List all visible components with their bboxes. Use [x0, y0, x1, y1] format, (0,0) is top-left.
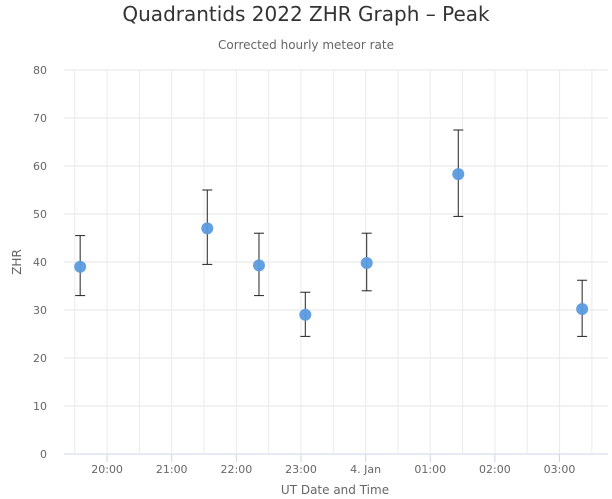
y-tick-label: 20: [33, 352, 47, 365]
y-tick-label: 30: [33, 304, 47, 317]
x-tick-label: 22:00: [221, 463, 253, 476]
y-tick-label: 50: [33, 208, 47, 221]
y-tick-label: 70: [33, 112, 47, 125]
data-points[interactable]: [74, 168, 589, 321]
x-axis-title: UT Date and Time: [281, 483, 389, 497]
x-tick-label: 02:00: [479, 463, 511, 476]
data-point[interactable]: [360, 256, 373, 269]
y-tick-label: 10: [33, 400, 47, 413]
y-axis-title: ZHR: [10, 249, 24, 275]
x-tick-label: 01:00: [414, 463, 446, 476]
y-tick-label: 60: [33, 160, 47, 173]
x-tick-label: 4. Jan: [350, 463, 381, 476]
x-tick-label: 21:00: [156, 463, 188, 476]
y-tick-label: 0: [40, 448, 47, 461]
chart-subtitle: Corrected hourly meteor rate: [218, 38, 394, 52]
grid-lines: [64, 69, 608, 455]
x-tick-label: 20:00: [91, 463, 123, 476]
error-bars: [75, 129, 588, 337]
data-point[interactable]: [74, 260, 87, 273]
x-tick-label: 03:00: [544, 463, 576, 476]
data-point[interactable]: [299, 308, 312, 321]
data-point[interactable]: [576, 303, 589, 316]
chart-title: Quadrantids 2022 ZHR Graph – Peak: [122, 2, 490, 26]
y-tick-label: 40: [33, 256, 47, 269]
y-axis-ticks: 0 10 20 30 40 50 60 70 80: [33, 64, 47, 461]
x-axis-ticks: 20:00 21:00 22:00 23:00 4. Jan 01:00 02:00 03:0…: [91, 454, 575, 476]
y-tick-label: 80: [33, 64, 47, 77]
data-point[interactable]: [252, 259, 265, 272]
data-point[interactable]: [201, 222, 214, 235]
x-tick-label: 23:00: [285, 463, 317, 476]
data-point[interactable]: [452, 168, 465, 181]
